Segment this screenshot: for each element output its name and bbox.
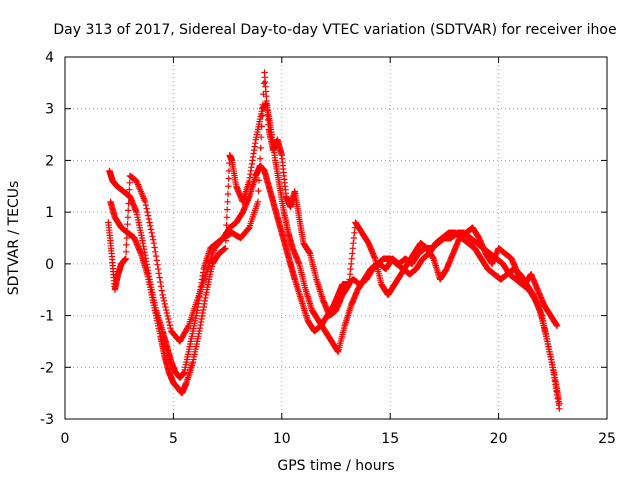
- data-point: [256, 166, 263, 173]
- data-point: [224, 190, 232, 198]
- data-point: [550, 367, 557, 374]
- data-point: [160, 294, 167, 302]
- data-point: [224, 198, 231, 205]
- data-point: [126, 179, 133, 186]
- data-point: [162, 303, 169, 311]
- data-point: [125, 193, 133, 200]
- data-point: [556, 405, 563, 412]
- data-point: [142, 202, 150, 209]
- x-tick-label: 25: [598, 431, 616, 447]
- data-point: [145, 215, 152, 223]
- data-point: [223, 214, 231, 221]
- data-point: [225, 183, 232, 190]
- data-point: [166, 321, 173, 329]
- data-point: [144, 212, 152, 219]
- x-tick-label: 15: [381, 431, 399, 447]
- y-tick-label: -1: [40, 309, 54, 325]
- data-point: [158, 287, 165, 294]
- data-point: [184, 324, 192, 331]
- y-tick-label: 3: [45, 102, 54, 118]
- y-tick-label: 2: [45, 153, 54, 169]
- data-point: [257, 144, 264, 152]
- series-trace-a: [106, 162, 563, 407]
- x-tick-label: 0: [61, 431, 70, 447]
- data-point: [152, 248, 159, 255]
- data-point: [150, 240, 158, 247]
- y-tick-label: -3: [40, 412, 54, 428]
- data-point: [160, 297, 168, 305]
- data-point: [151, 244, 158, 251]
- x-tick-label: 20: [490, 431, 508, 447]
- data-point: [260, 80, 268, 87]
- data-point: [167, 324, 174, 332]
- data-point: [163, 309, 171, 317]
- data-point: [165, 318, 173, 326]
- data-point: [255, 177, 263, 184]
- data-point: [259, 101, 266, 108]
- data-point: [553, 322, 561, 330]
- data-point: [155, 265, 162, 273]
- data-point: [223, 221, 230, 229]
- data-point: [143, 205, 150, 212]
- data-point: [148, 229, 155, 236]
- data-point: [123, 227, 131, 235]
- data-point: [146, 219, 153, 226]
- data-point: [147, 222, 154, 230]
- y-tick-label: 1: [45, 205, 54, 221]
- data-point: [124, 221, 131, 228]
- data-point: [142, 198, 149, 205]
- data-point: [123, 241, 130, 249]
- data-point: [157, 278, 164, 286]
- x-axis-label: GPS time / hours: [277, 458, 394, 474]
- data-point: [163, 306, 170, 314]
- data-point: [147, 226, 155, 233]
- data-point: [125, 207, 132, 214]
- x-tick-label: 10: [273, 431, 291, 447]
- data-points: [105, 69, 563, 412]
- y-tick-label: 0: [45, 257, 54, 273]
- series-trace-c: [105, 69, 561, 345]
- data-point: [149, 233, 156, 240]
- data-point: [222, 245, 229, 252]
- data-point: [245, 225, 252, 232]
- data-point: [225, 175, 232, 182]
- y-tick-label: 4: [45, 50, 54, 66]
- axis-ticks: 0 5 10 15 20 25 -3 -2 -1 0 1 2 3 4: [40, 50, 616, 447]
- x-tick-label: 5: [169, 431, 178, 447]
- data-point: [126, 186, 133, 193]
- plot-frame: [64, 56, 608, 420]
- data-point: [161, 300, 168, 308]
- data-point: [259, 112, 266, 119]
- data-point: [155, 270, 163, 277]
- data-point: [165, 315, 172, 323]
- data-point: [122, 255, 129, 262]
- grid-lines: [65, 57, 607, 419]
- data-point: [164, 312, 171, 320]
- data-point: [123, 234, 130, 242]
- data-point: [144, 208, 151, 216]
- data-point: [553, 391, 561, 399]
- data-point: [157, 283, 165, 290]
- data-point: [224, 206, 231, 213]
- chart-title: Day 313 of 2017, Sidereal Day-to-day VTE…: [53, 22, 616, 38]
- data-point: [347, 265, 354, 273]
- data-point: [154, 261, 161, 268]
- data-point: [125, 200, 132, 207]
- data-point: [152, 252, 160, 260]
- data-point: [150, 236, 157, 243]
- data-point: [258, 134, 265, 141]
- data-point: [122, 248, 130, 255]
- data-point: [153, 257, 160, 264]
- data-point: [159, 291, 166, 299]
- data-point: [156, 274, 163, 281]
- data-point: [254, 198, 262, 205]
- y-tick-label: -2: [40, 360, 54, 376]
- data-point: [256, 155, 264, 162]
- y-axis-label: SDTVAR / TECUs: [6, 181, 22, 296]
- data-point: [124, 214, 132, 221]
- data-point: [255, 187, 262, 195]
- data-point: [258, 123, 265, 130]
